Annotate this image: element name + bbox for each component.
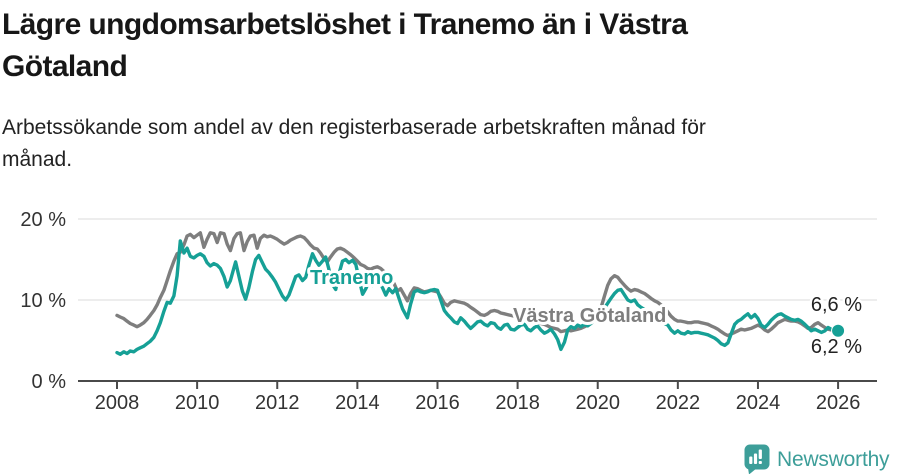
x-tick-label: 2014 — [335, 392, 380, 414]
series-end-dot-tranemo — [831, 323, 846, 338]
series-label-v-stra-g-taland: Västra Götaland — [513, 305, 666, 327]
x-tick-label: 2012 — [255, 392, 300, 414]
y-tick-label: 0 % — [32, 371, 67, 393]
x-tick-label: 2020 — [575, 392, 620, 414]
newsworthy-brand-label: Newsworthy — [777, 447, 890, 471]
end-value-label-tranemo: 6,2 % — [811, 336, 862, 358]
newsworthy-brand-link[interactable]: Newsworthy — [744, 444, 890, 474]
series-line-tranemo — [115, 239, 840, 356]
page-title-line-2: Götaland — [2, 50, 128, 83]
x-tick-label: 2024 — [736, 392, 781, 414]
x-tick-label: 2018 — [495, 392, 540, 414]
x-tick-label: 2010 — [175, 392, 220, 414]
y-tick-label: 10 % — [20, 290, 66, 312]
x-axis: 2008 2010 2012 2014 2016 2018 2020 2022 2024 2026 — [78, 380, 877, 414]
gridlines — [78, 218, 877, 301]
series-line-v-stra-g-taland — [115, 231, 840, 338]
series-label-tranemo: Tranemo — [310, 267, 393, 289]
x-tick-label: 2008 — [95, 392, 140, 414]
page-title-line-1: Lägre ungdomsarbetslöshet i Tranemo än i… — [2, 8, 688, 41]
end-value-label-v-stra-g-taland: 6,6 % — [811, 294, 862, 316]
page-title: Lägre ungdomsarbetslöshet i Tranemo än i… — [2, 4, 688, 88]
x-tick-label: 2026 — [816, 392, 861, 414]
y-tick-label: 20 % — [20, 209, 66, 231]
y-axis-labels: 0 % 10 % 20 % — [20, 209, 66, 393]
x-tick-label: 2016 — [415, 392, 460, 414]
chart-subtitle-line-2: månad. — [2, 148, 73, 171]
bar-chart-glyph — [749, 449, 762, 464]
chart-subtitle: Arbetssökande som andel av den registerb… — [2, 112, 706, 176]
newsworthy-logo-icon — [744, 444, 770, 474]
chart-subtitle-line-1: Arbetssökande som andel av den registerb… — [2, 116, 706, 139]
x-tick-label: 2022 — [656, 392, 701, 414]
